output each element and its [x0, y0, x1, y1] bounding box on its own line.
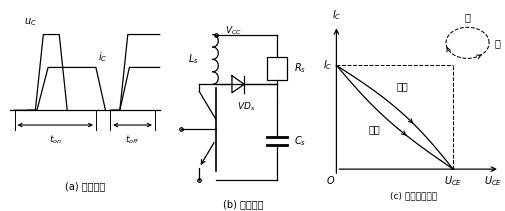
Text: $O$: $O$ [326, 174, 335, 186]
Text: $C_s$: $C_s$ [293, 134, 306, 148]
Text: $t_{on}$: $t_{on}$ [48, 133, 62, 146]
Text: 开: 开 [464, 12, 470, 22]
Text: $i_C$: $i_C$ [97, 50, 107, 64]
Text: $I_C$: $I_C$ [331, 8, 340, 22]
Text: 开通: 开通 [368, 124, 379, 134]
Text: $R_s$: $R_s$ [293, 61, 306, 75]
Text: 关: 关 [493, 38, 499, 48]
Text: $t_{off}$: $t_{off}$ [125, 133, 139, 146]
Text: 关断: 关断 [396, 81, 408, 91]
Text: $V_{CC}$: $V_{CC}$ [225, 25, 241, 37]
Text: $U_{CE}$: $U_{CE}$ [443, 174, 462, 188]
Text: $VD_s$: $VD_s$ [237, 100, 255, 113]
Text: $U_{CE}$: $U_{CE}$ [483, 174, 500, 188]
Text: $L_s$: $L_s$ [188, 53, 198, 66]
Text: $I_C$: $I_C$ [323, 58, 332, 72]
Text: $u_C$: $u_C$ [24, 16, 37, 28]
Bar [267, 57, 286, 80]
Text: (a) 开关波形: (a) 开关波形 [65, 181, 105, 191]
Text: (c) 负载开关轨迹: (c) 负载开关轨迹 [389, 192, 436, 201]
Text: (b) 缓冲电路: (b) 缓冲电路 [222, 199, 263, 210]
